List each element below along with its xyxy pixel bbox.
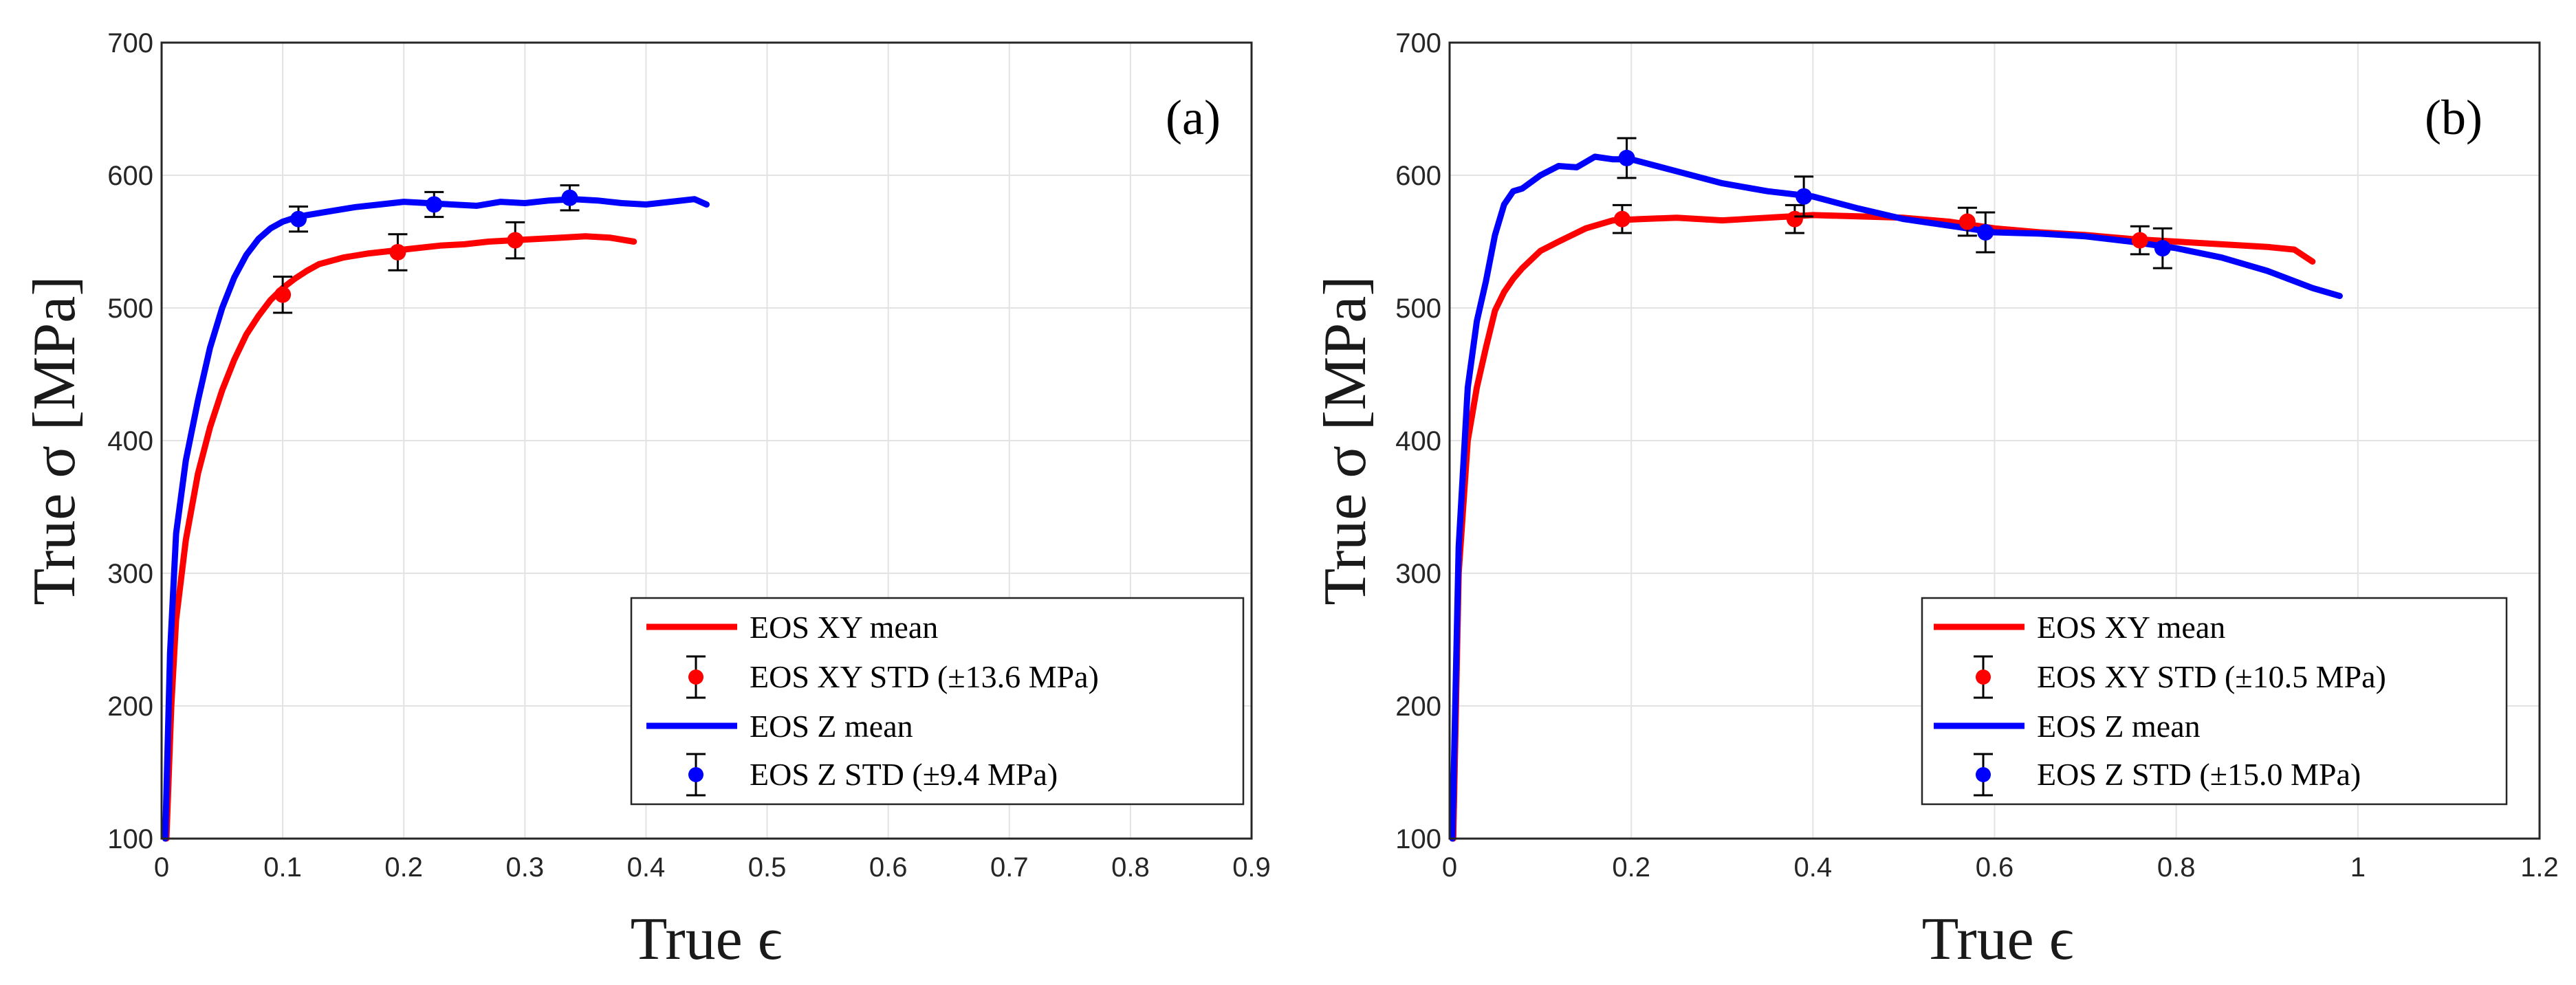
data-point-z (1977, 223, 1994, 241)
x-tick-label: 0 (154, 852, 169, 883)
x-tick-labels: 0 0.2 0.4 0.6 0.8 1 1.2 (1442, 852, 2559, 883)
x-tick-label: 0.8 (1111, 852, 1150, 883)
y-tick-labels: 100 200 300 400 500 600 700 (1395, 28, 1441, 854)
y-tick-label: 600 (107, 161, 153, 191)
y-tick-label: 600 (1395, 161, 1441, 191)
panel-label: (b) (2425, 90, 2482, 145)
panel-a: 0 0.1 0.2 0.3 0.4 0.5 0.6 0.7 0.8 0.9 100 200 300 40… (21, 28, 1271, 973)
legend-z-std-marker (1976, 767, 1991, 782)
data-point-xy (1613, 210, 1630, 228)
y-tick-label: 400 (107, 426, 153, 456)
y-tick-label: 300 (1395, 559, 1441, 589)
x-tick-label: 0.6 (1976, 852, 2014, 883)
data-point-xy (274, 286, 292, 303)
series-line-xy (163, 233, 637, 842)
x-tick-label: 0.1 (263, 852, 302, 883)
y-tick-label: 100 (107, 824, 153, 854)
x-tick-label: 0.8 (2157, 852, 2196, 883)
y-tick-label: 200 (107, 691, 153, 722)
legend-z-std-label: EOS Z STD (±9.4 MPa) (750, 757, 1058, 792)
x-axis-label: True ϵ (1922, 906, 2074, 973)
series-lines (162, 196, 710, 842)
legend-box (1921, 597, 2508, 806)
data-point-z (290, 210, 307, 228)
y-tick-label: 300 (107, 559, 153, 589)
error-bars (1612, 137, 2172, 269)
series-line-z (1449, 153, 2343, 842)
x-tick-label: 0.3 (506, 852, 545, 883)
data-point-xy (1786, 210, 1803, 228)
legend-z-mean-label: EOS Z mean (2037, 709, 2201, 744)
data-point-z (426, 196, 443, 213)
x-tick-label: 0.7 (990, 852, 1029, 883)
data-point-z (1795, 188, 1813, 205)
legend: EOS XY mean EOS XY STD (±10.5 MPa) EOS Z… (1921, 597, 2508, 806)
x-tick-label: 0.9 (1232, 852, 1271, 883)
data-point-z (2154, 240, 2171, 257)
x-tick-labels: 0 0.1 0.2 0.3 0.4 0.5 0.6 0.7 0.8 0.9 (154, 852, 1271, 883)
panel-label: (a) (1166, 90, 1221, 145)
legend-xy-std-label: EOS XY STD (±10.5 MPa) (2037, 659, 2386, 694)
legend-xy-std-marker (688, 669, 703, 685)
data-point-xy (389, 243, 406, 261)
legend-xy-mean-label: EOS XY mean (2037, 610, 2225, 645)
x-tick-label: 1.2 (2520, 852, 2559, 883)
data-point-xy (1958, 213, 1976, 230)
legend-xy-std-label: EOS XY STD (±13.6 MPa) (750, 659, 1099, 694)
legend-z-std-label: EOS Z STD (±15.0 MPa) (2037, 757, 2361, 792)
legend-z-std-marker (688, 767, 703, 782)
x-tick-label: 0 (1442, 852, 1457, 883)
axes-box (160, 41, 1253, 840)
y-tick-label: 100 (1395, 824, 1441, 854)
legend-xy-std-marker (1976, 669, 1991, 685)
y-tick-label: 400 (1395, 426, 1441, 456)
data-point-xy (2131, 232, 2148, 249)
data-point-z (1618, 149, 1635, 166)
data-point-xy (507, 232, 524, 249)
y-tick-label: 700 (107, 28, 153, 58)
legend-xy-mean-label: EOS XY mean (750, 610, 938, 645)
y-axis-label: True σ [MPa] (21, 276, 88, 605)
x-tick-label: 0.6 (869, 852, 908, 883)
legend-z-mean-label: EOS Z mean (750, 709, 913, 744)
x-tick-label: 1 (2350, 852, 2366, 883)
axes-box (1448, 41, 2541, 840)
legend-box (630, 597, 1245, 806)
y-axis-label: True σ [MPa] (1312, 276, 1379, 605)
x-tick-label: 0.5 (748, 852, 787, 883)
x-tick-label: 0.4 (627, 852, 666, 883)
y-tick-label: 700 (1395, 28, 1441, 58)
y-tick-label: 500 (107, 294, 153, 324)
panel-b: 0 0.2 0.4 0.6 0.8 1 1.2 100200300400500600700 … (1312, 28, 2559, 973)
x-axis-label: True ϵ (631, 906, 783, 973)
x-tick-label: 0.2 (384, 852, 423, 883)
series-line-z (162, 196, 710, 842)
x-tick-label: 0.4 (1794, 852, 1833, 883)
data-point-z (561, 189, 578, 206)
legend: EOS XY mean EOS XY STD (±13.6 MPa) EOS Z… (630, 597, 1245, 806)
y-tick-label: 200 (1395, 691, 1441, 722)
x-tick-label: 0.2 (1612, 852, 1650, 883)
error-bars (273, 184, 580, 314)
y-tick-labels: 100 200 300 400 500 600 700 (107, 28, 153, 854)
y-tick-label: 500 (1395, 294, 1441, 324)
